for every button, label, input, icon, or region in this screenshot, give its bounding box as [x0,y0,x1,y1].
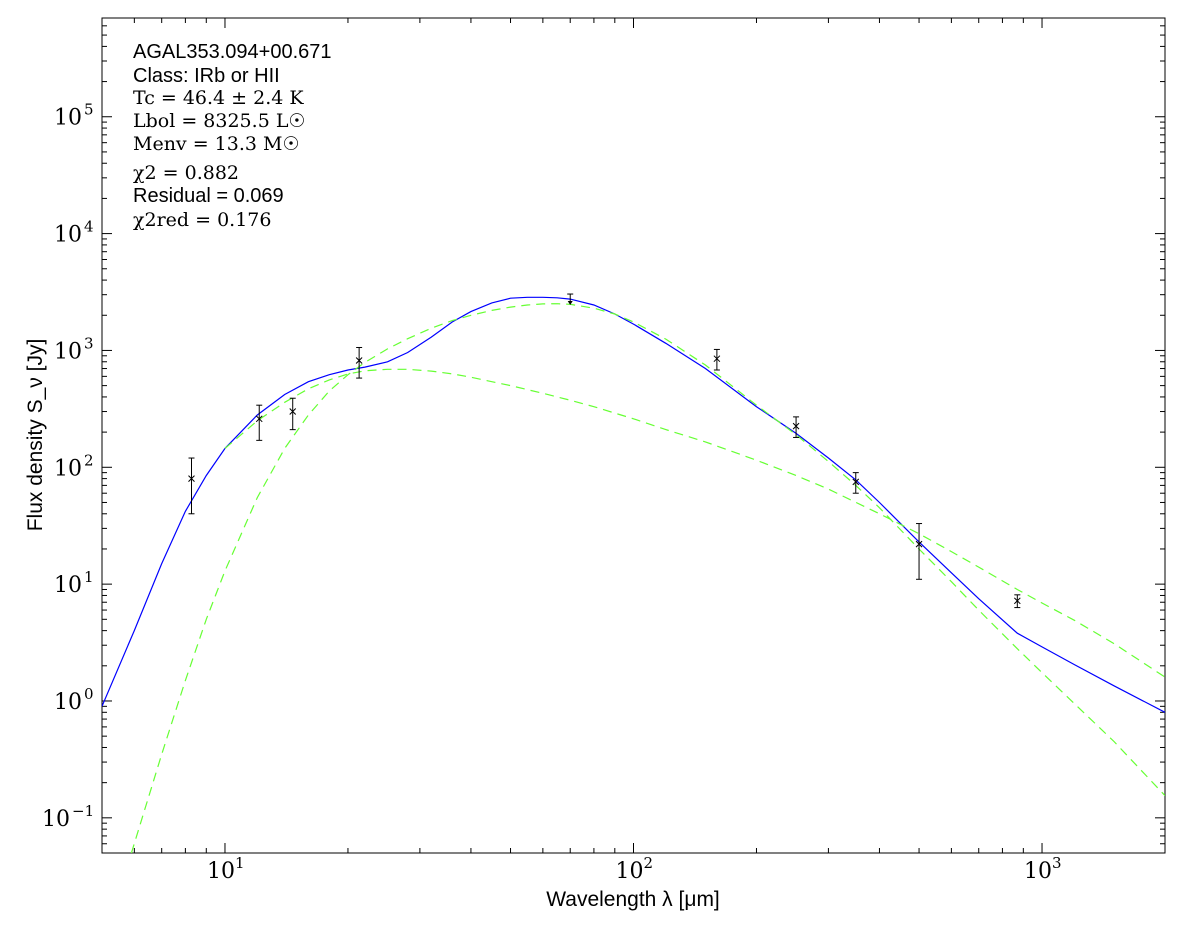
data-point [915,523,923,580]
y-tick-label: 10 [54,339,82,364]
upper-limit-point [567,293,574,306]
annotation-residual: Residual = 0.069 [133,185,284,207]
y-tick-label: 10 [42,807,70,832]
y-tick-label: 10 [54,106,82,131]
point-marker [188,475,195,482]
annotation-source: AGAL353.094+00.671 [133,41,332,63]
y-tick-exponent: 0 [84,685,94,703]
point-marker [852,478,860,486]
x-tick-exponent: 1 [235,854,245,872]
annotation-chi2red: χ2red = 0.176 [133,209,271,231]
data-point [852,472,860,494]
plot-area [101,17,1166,854]
annotation-class: Class: IRb or HII [133,65,280,87]
data-point [188,457,195,515]
data-point [289,397,297,431]
data-point [355,346,363,379]
point-marker [713,355,721,363]
y-tick-exponent: 1 [84,568,94,586]
point-marker [255,415,263,423]
y-tick-exponent: 3 [84,334,94,352]
y-tick-label: 10 [54,223,82,248]
x-tick-label: 10 [1024,859,1052,884]
data-point [1013,594,1021,609]
data-point [255,404,263,441]
y-tick-label: 10 [54,456,82,481]
y-axis-label: Flux density S_ν [Jy] [24,339,47,532]
y-tick-exponent: 2 [84,451,94,469]
annotation-menv: Menv = 13.3 M☉ [133,133,300,155]
annotation-chi2: χ2 = 0.882 [133,162,239,184]
y-tick-exponent: 4 [84,218,94,236]
upper-limit-arrow [567,301,573,306]
point-marker [355,357,363,364]
annotation-tc: Tc = 46.4 ± 2.4 K [133,87,304,109]
model-curves [102,296,1165,853]
x-axis-label: Wavelength λ [μm] [546,888,720,911]
model-component-curve [224,368,1165,678]
x-tick-label: 10 [616,859,644,884]
fit-annotations: AGAL353.094+00.671 Class: IRb or HII Tc … [133,41,332,231]
data-points [188,293,1021,609]
y-tick-exponent: 5 [84,101,94,119]
point-marker [1013,597,1021,605]
data-point [713,348,721,371]
point-marker [792,422,800,430]
model-total-curve [102,296,1165,713]
y-tick-exponent: −1 [72,802,94,820]
annotation-lbol: Lbol = 8325.5 L☉ [133,110,305,132]
y-tick-label: 10 [54,573,82,598]
model-component-curve [130,303,1165,853]
data-point [792,416,800,438]
x-tick-exponent: 3 [1052,854,1062,872]
x-tick-exponent: 2 [644,854,654,872]
point-marker [915,540,923,548]
x-axis-ticks: 10 1 10 2 10 3 [101,18,1166,884]
point-marker [289,408,297,415]
y-tick-label: 10 [54,690,82,715]
x-tick-label: 10 [207,859,235,884]
